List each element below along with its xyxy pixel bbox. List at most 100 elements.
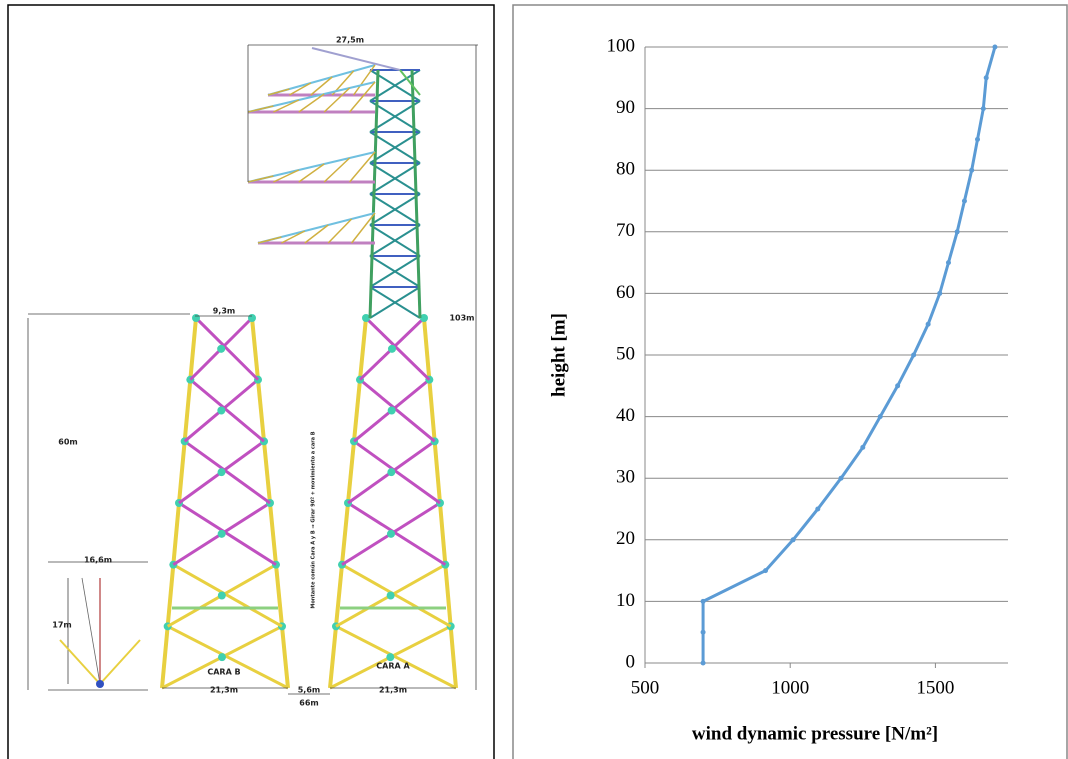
- dimension-label: 27,5m: [336, 36, 364, 45]
- member: [194, 316, 260, 381]
- member: [352, 64, 376, 96]
- member: [349, 151, 376, 183]
- member: [189, 378, 265, 443]
- data-point: [961, 198, 967, 204]
- y-tick-label: 30: [616, 467, 635, 488]
- member: [369, 286, 421, 319]
- member: [369, 255, 421, 288]
- member: [310, 76, 333, 96]
- member: [81, 577, 101, 685]
- member: [369, 131, 421, 164]
- data-point: [700, 629, 706, 635]
- joint: [217, 529, 226, 538]
- face-label: CARA B: [207, 668, 240, 677]
- y-tick-label: 80: [616, 159, 635, 180]
- data-point: [877, 414, 883, 420]
- member: [273, 99, 300, 113]
- y-tick-label: 0: [626, 651, 636, 672]
- x-tick-label: 500: [631, 677, 660, 698]
- y-tick-label: 20: [616, 528, 635, 549]
- data-point: [763, 568, 769, 574]
- joint: [217, 344, 226, 353]
- data-point: [945, 260, 951, 266]
- y-tick-label: 10: [616, 590, 635, 611]
- joint: [192, 314, 200, 322]
- member: [347, 501, 447, 566]
- data-point: [925, 321, 931, 327]
- chart-panel: [512, 4, 1068, 759]
- member: [368, 69, 380, 319]
- dimension-label: 5,6m: [298, 686, 321, 695]
- member: [273, 169, 300, 183]
- y-tick-label: 50: [616, 343, 635, 364]
- y-tick-label: 60: [616, 282, 635, 303]
- data-point: [911, 352, 917, 358]
- dimension-label: 17m: [52, 621, 71, 630]
- member: [183, 440, 271, 505]
- member: [353, 440, 441, 505]
- member: [327, 218, 353, 244]
- tower-drawing: [27, 44, 478, 695]
- member: [311, 47, 401, 71]
- member: [59, 639, 101, 685]
- y-tick-label: 70: [616, 220, 635, 241]
- joint: [217, 468, 226, 477]
- data-point: [969, 167, 975, 173]
- member: [364, 316, 431, 381]
- member: [178, 501, 277, 566]
- member: [369, 224, 421, 257]
- x-tick-label: 1500: [916, 677, 954, 698]
- data-point: [895, 383, 901, 389]
- data-point: [992, 44, 998, 50]
- member: [281, 230, 306, 244]
- data-point: [838, 475, 844, 481]
- joint: [387, 468, 396, 477]
- joint: [218, 653, 226, 662]
- joint: [386, 653, 395, 662]
- member: [359, 378, 436, 443]
- member: [369, 162, 421, 195]
- data-point: [975, 136, 981, 142]
- diagram-panel: [7, 4, 495, 759]
- member: [323, 157, 351, 183]
- member: [369, 193, 421, 226]
- member: [410, 69, 422, 319]
- member: [99, 639, 141, 685]
- y-tick-label: 90: [616, 97, 635, 118]
- joint: [96, 680, 104, 688]
- member: [257, 236, 282, 244]
- member: [399, 69, 421, 96]
- dimension-label: 66m: [299, 699, 318, 708]
- y-tick-label: 40: [616, 405, 635, 426]
- data-point: [815, 506, 821, 512]
- dimension-label: 103m: [449, 314, 474, 323]
- y-axis-label: height [m]: [548, 313, 569, 397]
- member: [247, 105, 274, 113]
- joint: [217, 406, 226, 415]
- member: [166, 624, 289, 690]
- dimension-label: 21,3m: [379, 686, 407, 695]
- face-label: CARA A: [376, 662, 410, 671]
- dimension-label: 9,3m: [213, 307, 236, 316]
- joint: [420, 314, 428, 322]
- data-point: [983, 75, 989, 81]
- data-point: [954, 229, 960, 235]
- member: [351, 212, 376, 244]
- dimension-label: 60m: [58, 438, 77, 447]
- member: [304, 224, 329, 244]
- member: [298, 93, 325, 113]
- data-point: [700, 598, 706, 604]
- dimension-label: 21,3m: [210, 686, 238, 695]
- joint: [388, 344, 396, 353]
- y-tick-label: 100: [607, 35, 636, 56]
- joint: [386, 591, 395, 600]
- note: Montante común Cara A y B ⇒ Girar 90º + …: [310, 431, 317, 608]
- x-axis-label: wind dynamic pressure [N/m²]: [692, 723, 938, 744]
- joint: [362, 314, 370, 322]
- member: [298, 163, 325, 183]
- joint: [217, 591, 226, 600]
- member: [172, 563, 283, 628]
- joint: [387, 529, 395, 538]
- joint: [387, 406, 396, 415]
